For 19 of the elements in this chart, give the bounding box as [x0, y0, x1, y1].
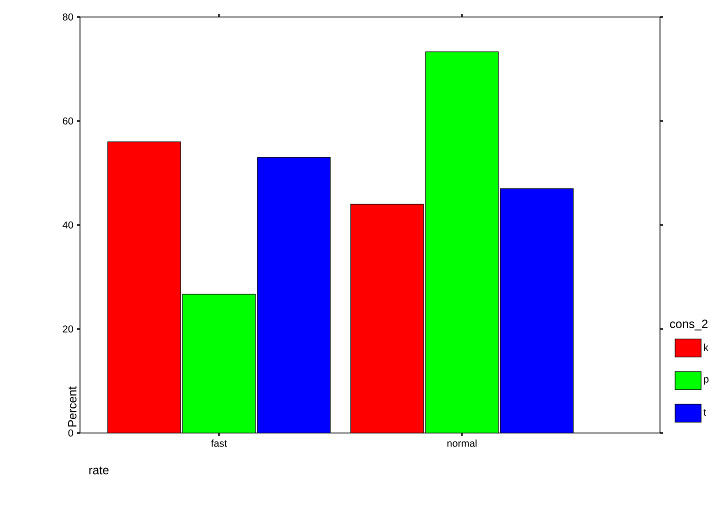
legend-label: k	[704, 344, 708, 351]
y-tick-label: 80	[62, 13, 74, 21]
y-tick-label: 20	[62, 325, 74, 333]
y-tick-label: 60	[62, 117, 74, 125]
bar	[107, 142, 181, 433]
x-tick-label: fast	[211, 440, 227, 447]
y-tick-label: 40	[62, 221, 74, 229]
y-tick-label: 0	[68, 429, 74, 437]
x-axis-title: rate	[89, 466, 109, 474]
bar	[350, 204, 424, 433]
bar	[425, 52, 499, 433]
legend-title: cons_2	[670, 320, 708, 330]
bar	[500, 188, 574, 433]
bar	[182, 294, 256, 433]
y-axis-title: Percent	[68, 386, 76, 427]
bar	[257, 157, 331, 433]
legend-label: p	[704, 377, 709, 385]
legend-label: t	[704, 409, 706, 416]
x-tick-label: normal	[447, 440, 477, 447]
